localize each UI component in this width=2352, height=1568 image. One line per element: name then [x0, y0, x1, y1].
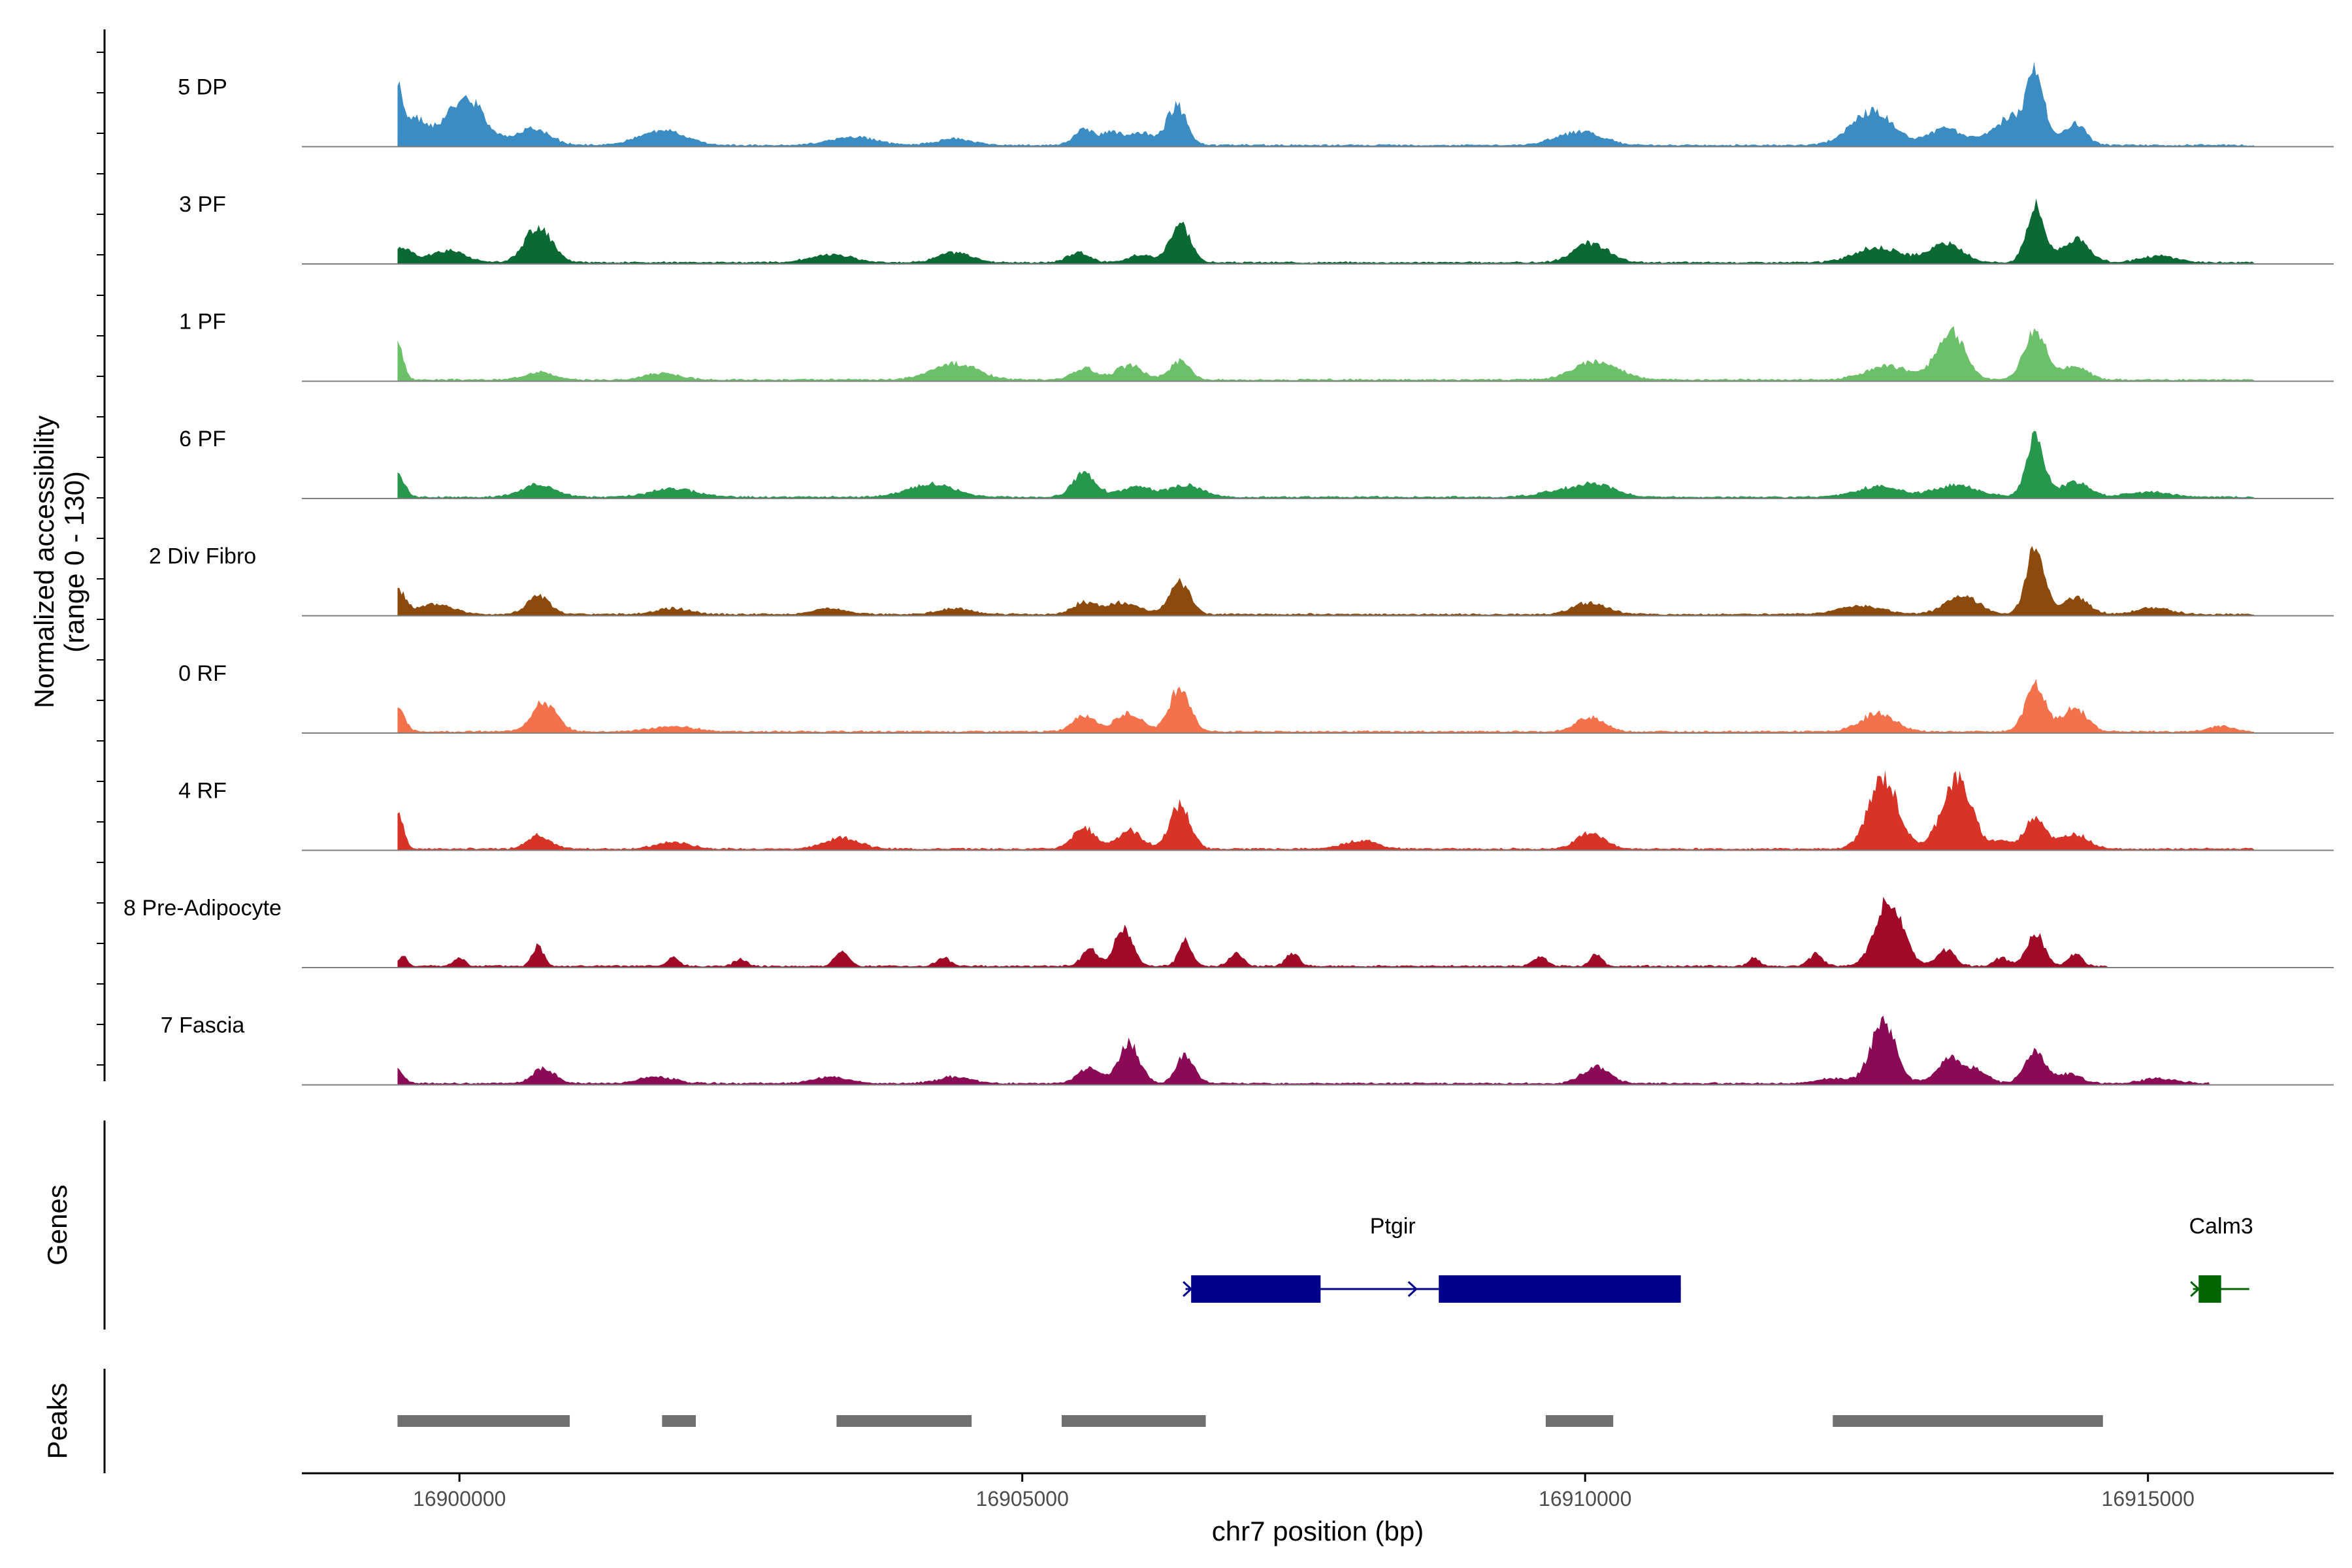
- genes-side-label: Genes: [42, 1184, 73, 1266]
- gene-model: Calm3: [2189, 1214, 2253, 1303]
- gene-exon: [1191, 1275, 1321, 1303]
- coverage-track: 3 PF: [179, 192, 2334, 265]
- y-axis-title-line2: (range 0 - 130): [59, 471, 90, 653]
- x-tick-label: 16915000: [2102, 1487, 2195, 1511]
- coverage-area: [397, 679, 2255, 733]
- peak-region-bar: [1545, 1415, 1614, 1427]
- coverage-area: [397, 431, 2255, 498]
- gene-name-label: Calm3: [2189, 1214, 2253, 1239]
- x-tick-label: 16910000: [1539, 1487, 1631, 1511]
- coverage-track: 1 PF: [179, 310, 2334, 382]
- track-label: 5 DP: [178, 75, 227, 100]
- coverage-track: 6 PF: [179, 427, 2334, 499]
- coverage-area: [397, 546, 2255, 616]
- coverage-area: [397, 770, 2255, 851]
- peak-regions: [397, 1415, 2103, 1427]
- track-label: 4 RF: [178, 779, 227, 804]
- coverage-tracks: 5 DP 3 PF 1 PF 6 PF 2 Div Fibro 0 RF 4 RF 8 Pre…: [123, 61, 2334, 1086]
- coverage-track: 0 RF: [178, 661, 2334, 734]
- peak-region-bar: [1833, 1415, 2103, 1427]
- track-label: 2 Div Fibro: [149, 544, 256, 569]
- gene-exon: [2198, 1275, 2221, 1303]
- coverage-area: [397, 198, 2255, 264]
- gene-annotations: Ptgir Calm3: [1183, 1214, 2253, 1303]
- coverage-track: 7 Fascia: [161, 1013, 2334, 1086]
- track-label: 1 PF: [179, 310, 226, 335]
- peak-region-bar: [662, 1415, 696, 1427]
- gene-name-label: Ptgir: [1370, 1214, 1416, 1239]
- x-axis-title: chr7 position (bp): [1212, 1516, 1424, 1546]
- coverage-area: [397, 896, 2109, 968]
- track-label: 8 Pre-Adipocyte: [123, 896, 282, 921]
- peak-region-bar: [397, 1415, 570, 1427]
- strand-arrow-icon: [2190, 1281, 2200, 1298]
- coverage-area: [397, 326, 2255, 382]
- coverage-y-ticks: [97, 52, 105, 1066]
- coverage-track: 2 Div Fibro: [149, 544, 2334, 617]
- gene-exon: [1439, 1275, 1681, 1303]
- peak-region-bar: [1062, 1415, 1206, 1427]
- track-label: 7 Fascia: [161, 1013, 245, 1038]
- track-label: 3 PF: [179, 192, 226, 217]
- coverage-track: 4 RF: [178, 770, 2334, 851]
- x-axis-ticks: 16900000 16905000 16910000 16915000: [413, 1473, 2195, 1511]
- x-tick-label: 16905000: [976, 1487, 1069, 1511]
- track-label: 6 PF: [179, 427, 226, 451]
- coverage-area: [397, 61, 2255, 147]
- strand-arrow-icon: [1407, 1281, 1418, 1298]
- peak-region-bar: [836, 1415, 972, 1427]
- gene-model: Ptgir: [1183, 1214, 1681, 1303]
- coverage-area: [397, 1015, 2210, 1085]
- peaks-side-label: Peaks: [42, 1383, 73, 1460]
- coverage-track: 8 Pre-Adipocyte: [123, 896, 2334, 968]
- track-label: 0 RF: [178, 661, 227, 686]
- x-tick-label: 16900000: [413, 1487, 506, 1511]
- strand-arrow-icon: [1183, 1281, 1193, 1298]
- y-axis-title-line1: Normalized accessibility: [29, 416, 59, 708]
- coverage-track: 5 DP: [178, 61, 2334, 148]
